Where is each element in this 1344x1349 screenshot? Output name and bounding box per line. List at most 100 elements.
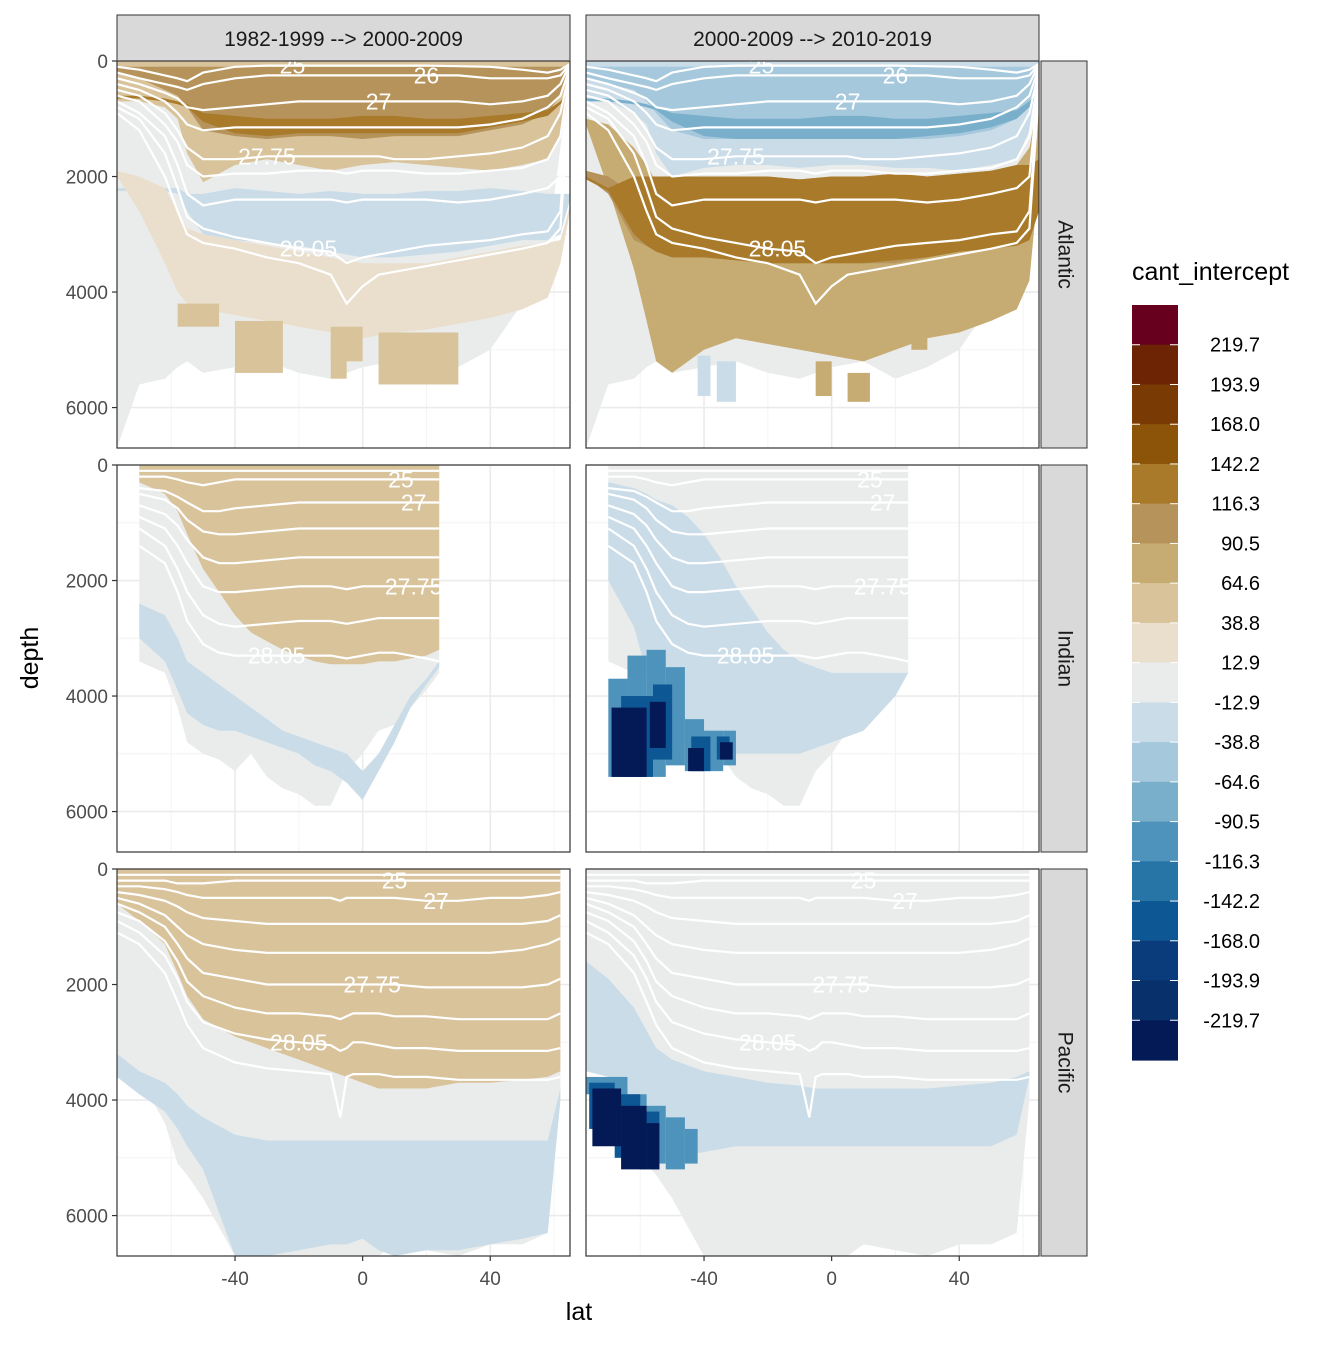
- isopycnal-contour: [607, 527, 909, 628]
- isopycnal-label: 27.75: [343, 972, 401, 998]
- isopycnal-contour: [586, 891, 1030, 926]
- legend-color-segment: [1132, 940, 1178, 982]
- legend-color-segment: [1132, 821, 1178, 862]
- legend-color-segment: [1132, 583, 1178, 624]
- legend-color-segment: [1132, 305, 1178, 346]
- legend-color-segment: [1132, 781, 1178, 823]
- isopycnal-label: 27: [366, 88, 392, 114]
- legend-color-segment: [1132, 344, 1178, 386]
- strip-background: [1040, 60, 1088, 449]
- facet-strip-top: 1982-1999 --> 2000-2009: [116, 14, 571, 62]
- panel-border: [116, 60, 571, 449]
- facet-strip-right: Pacific: [1040, 868, 1088, 1257]
- isopycnal-contour: [139, 475, 440, 487]
- facet-panel: 25 26 27 27.75 28.05: [585, 53, 1040, 449]
- y-axis-title: depth: [16, 627, 44, 690]
- isopycnal-label: 25: [280, 53, 306, 79]
- isopycnal-label: 27: [835, 88, 861, 114]
- y-tick-label: 6000: [66, 803, 108, 824]
- y-tick-label: 6000: [66, 399, 108, 420]
- isopycnal-label: 27.75: [812, 972, 870, 998]
- value-field: 25 26 27 27.75 28.05: [117, 53, 570, 448]
- value-band: [586, 159, 1039, 264]
- y-tick-label: 4000: [66, 1091, 108, 1112]
- isopycnal-contour: [586, 84, 1039, 265]
- value-cell: [592, 1088, 622, 1147]
- legend-color-segment: [1132, 742, 1178, 783]
- isopycnal-label: 28.05: [280, 236, 338, 262]
- legend-color-segment: [1132, 980, 1178, 1021]
- isopycnal-contour: [586, 902, 1030, 989]
- facet-strip-top: 2000-2009 --> 2010-2019: [585, 14, 1040, 62]
- isopycnal-contour: [117, 885, 561, 902]
- isopycnal-contour: [586, 66, 1039, 132]
- isopycnal-contour: [117, 72, 570, 178]
- isopycnal-contour: [607, 544, 909, 663]
- isopycnal-contour: [586, 78, 1039, 207]
- value-band: [117, 1053, 561, 1256]
- legend-label: -38.8: [1214, 732, 1260, 754]
- facet-row-label: Pacific: [1053, 1032, 1076, 1094]
- x-tick-label: 0: [357, 1269, 368, 1290]
- value-cell: [330, 338, 347, 379]
- legend-color-segment: [1132, 1020, 1178, 1061]
- isopycnal-contour: [117, 63, 570, 92]
- isopycnal-label: 28.05: [739, 1029, 797, 1055]
- isopycnal-label: 27: [892, 888, 918, 914]
- y-tick-label: 0: [97, 860, 108, 881]
- panel-border: [585, 60, 1040, 449]
- facet-strip-right: Indian: [1040, 464, 1088, 853]
- y-axis: 0 2000 4000 6000: [66, 52, 117, 420]
- x-tick-label: 0: [826, 1269, 837, 1290]
- isopycnal-label: 28.05: [749, 236, 807, 262]
- facet-column-label: 2000-2009 --> 2010-2019: [693, 28, 932, 51]
- isopycnal-contour: [608, 475, 909, 487]
- legend-label: -12.9: [1214, 692, 1260, 714]
- y-tick-label: 0: [97, 456, 108, 477]
- isopycnal-contour: [586, 69, 1039, 161]
- isopycnal-contour: [117, 931, 561, 1118]
- legend-color-segment: [1132, 662, 1178, 703]
- isopycnal-contour: [607, 504, 909, 565]
- value-cell: [378, 332, 459, 385]
- legend-color-segment: [1132, 861, 1178, 902]
- value-cell: [235, 320, 283, 373]
- strip-background: [1040, 868, 1088, 1257]
- legend-label: 12.9: [1221, 653, 1260, 675]
- legend-label: -142.2: [1203, 891, 1260, 913]
- isopycnal-label: 26: [414, 62, 440, 88]
- isopycnal-label: 27: [870, 490, 896, 516]
- legend-label: 38.8: [1221, 613, 1260, 635]
- isopycnal-contour: [138, 527, 440, 628]
- isopycnal-contour: [586, 931, 1030, 1118]
- isopycnal-contour: [586, 885, 1030, 902]
- isopycnal-contour: [117, 891, 561, 926]
- legend-title: cant_intercept: [1132, 258, 1289, 286]
- isopycnal-contour: [139, 487, 440, 513]
- y-tick-label: 4000: [66, 283, 108, 304]
- isopycnal-label: 27.75: [854, 573, 912, 599]
- value-cell: [716, 361, 736, 402]
- legend-color-segment: [1132, 463, 1178, 505]
- x-tick-label: 40: [949, 1269, 970, 1290]
- value-band: [139, 603, 440, 800]
- isopycnal-contour: [608, 492, 909, 536]
- value-band: [117, 188, 570, 258]
- panel-border: [116, 464, 571, 853]
- facet-row-label: Indian: [1053, 630, 1076, 687]
- isopycnal-label: 25: [749, 53, 775, 79]
- strip-background: [1040, 464, 1088, 853]
- value-cell: [847, 372, 870, 402]
- legend-color-segment: [1132, 384, 1178, 425]
- facet-row-label: Atlantic: [1053, 220, 1076, 289]
- isopycnal-label: 28.05: [248, 643, 306, 669]
- value-cell: [719, 742, 733, 760]
- panel-border: [585, 464, 1040, 853]
- legend-label: 168.0: [1210, 414, 1260, 436]
- x-tick-label: 40: [480, 1269, 501, 1290]
- legend-label: -64.6: [1214, 772, 1260, 794]
